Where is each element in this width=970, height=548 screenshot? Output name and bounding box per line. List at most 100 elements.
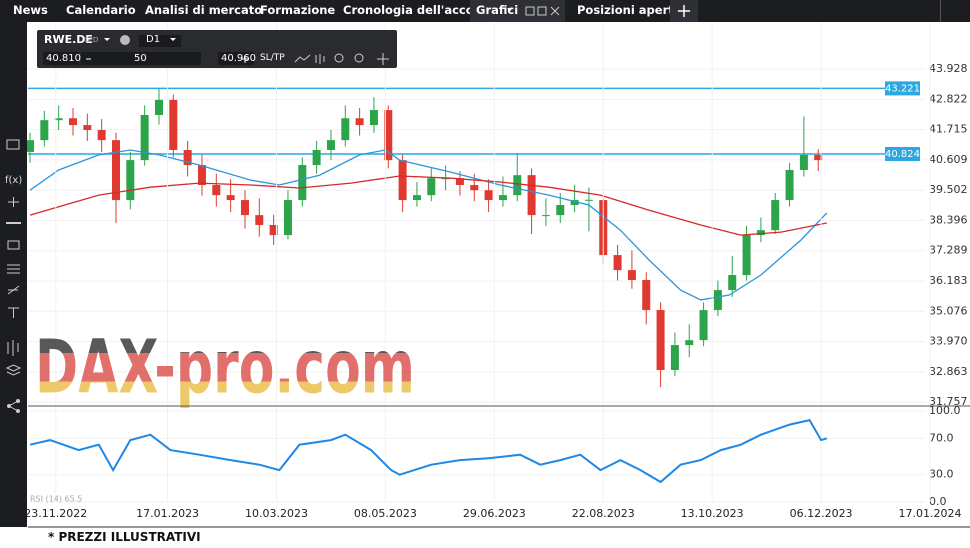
candle-body [269,224,278,236]
candle-body [699,310,708,341]
sidebar: f(x) [0,22,27,527]
candle-body [799,154,808,170]
x-tick-label: 29.06.2023 [463,507,526,520]
candle-body [441,178,450,180]
candle-body [398,160,407,201]
candle-body [785,169,794,201]
nav-tab[interactable]: Analisi di mercato [145,3,263,17]
x-tick-label: 17.01.2024 [899,507,962,520]
candle-body [326,140,335,150]
candle-body [513,175,522,196]
candle-body [341,118,350,141]
price-level-label: 40.824 [885,149,920,160]
watermark: DAX-pro.com [35,325,415,411]
y-tick-label: 43.928 [929,62,968,75]
x-tick-label: 17.01.2023 [136,507,199,520]
candle-body [814,154,823,161]
candle-body [455,178,464,186]
candle-body [83,125,92,131]
y-tick-label: 31.757 [929,395,968,408]
candle-body [369,110,378,126]
sl-tp[interactable]: SL/TP [260,53,285,63]
candle-body [584,199,593,201]
moving-average [29,175,827,236]
candle-body [728,275,737,291]
indicator-line [29,418,828,484]
y-tick-label: 0.0 [929,495,947,508]
add-tab-button[interactable] [670,0,698,22]
instrument-type: CFD [84,36,99,44]
y-tick-label: 41.715 [929,123,968,136]
y-tick-label: 30.0 [929,468,954,481]
candle-body [111,140,120,201]
candle-body [570,200,579,205]
x-tick-label: 13.10.2023 [681,507,744,520]
candle-body [140,114,149,161]
y-tick-label: 42.822 [929,92,968,105]
candle-body [68,118,77,126]
candle-body [240,200,249,216]
nav-tab[interactable]: News [13,3,48,17]
candle-body [556,204,565,216]
nav-tab[interactable]: Formazione [260,3,336,17]
candle-body [470,185,479,191]
candle-body [613,255,622,271]
x-tick-label: 06.12.2023 [790,507,853,520]
x-tick-label: 22.08.2023 [572,507,635,520]
candle-body [283,200,292,236]
toolbar-icons [104,35,181,47]
quantity-box[interactable] [81,52,201,65]
candle-body [412,195,421,201]
candle-body [685,340,694,346]
candle-body [26,140,34,152]
candle-body [154,99,163,115]
candle-body [670,345,679,370]
candle-body [384,110,393,161]
nav-tab[interactable]: Grafici [476,3,519,17]
sell-price[interactable]: 40.810 [46,53,81,64]
candle-body [226,195,235,201]
price-level-label: 43.221 [885,83,920,94]
x-tick-label: 23.11.2022 [24,507,87,520]
y-tick-label: 37.289 [929,244,968,257]
nav-divider [940,0,941,22]
candle-body [541,215,550,217]
function-icon[interactable]: f(x) [5,175,22,186]
candle-body [197,165,206,186]
tab-controls [507,6,560,16]
candle-body [627,270,636,280]
nav-tab[interactable]: Calendario [66,3,136,17]
sell-box[interactable] [43,52,79,65]
y-tick-label: 35.076 [929,304,968,317]
buy-price[interactable]: 40.960 [221,53,256,64]
candle-body [484,190,493,201]
nav-tab[interactable]: Cronologia dell'account [343,3,496,17]
timeframe[interactable]: D1 [146,34,161,45]
indicator-label: RSI (14) 65.5 [30,495,82,504]
candle-body [498,195,507,201]
candle-body [355,118,364,126]
y-tick-label: 33.970 [929,335,968,348]
active-tab-bg [470,0,565,22]
y-tick-label: 40.609 [929,153,968,166]
candle-body [756,230,765,236]
sidebar-icons: f(x) [5,139,22,413]
candle-body [255,215,264,225]
y-tick-label: 36.183 [929,274,968,287]
chart-layer: 43.928 42.822 41.715 40.609 39.502 38.396 37.2… [24,22,968,520]
y-tick-label: 70.0 [929,431,954,444]
candle-body [40,120,49,141]
nav-tab[interactable]: Posizioni aperte [577,3,682,17]
candle-body [183,149,192,166]
candle-body [212,185,221,196]
candle-body [312,149,321,166]
price-level-tag [885,146,920,161]
moving-average [29,149,828,301]
y-tick-label: 32.863 [929,365,968,378]
candle-body [427,178,436,196]
quantity[interactable]: 50 [134,53,147,64]
y-tick-label: 100.0 [929,404,961,417]
symbol[interactable]: RWE.DE [44,33,93,46]
